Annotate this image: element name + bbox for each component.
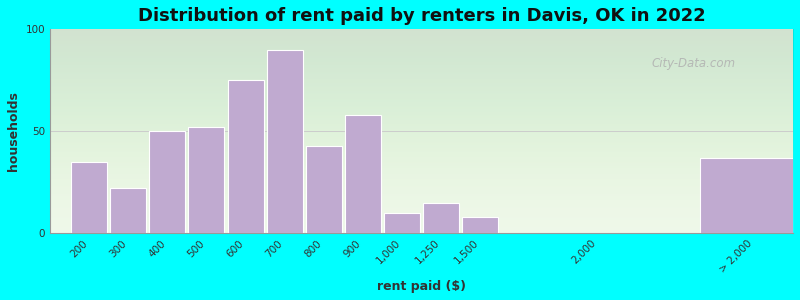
Bar: [384, 213, 420, 233]
X-axis label: rent paid ($): rent paid ($): [377, 280, 466, 293]
Bar: [423, 202, 459, 233]
Bar: [71, 162, 107, 233]
Text: City-Data.com: City-Data.com: [652, 57, 736, 70]
Bar: [150, 131, 186, 233]
Bar: [189, 127, 225, 233]
Bar: [227, 80, 263, 233]
Title: Distribution of rent paid by renters in Davis, OK in 2022: Distribution of rent paid by renters in …: [138, 7, 706, 25]
Y-axis label: households: households: [7, 91, 20, 171]
Bar: [110, 188, 146, 233]
Bar: [345, 115, 381, 233]
Bar: [266, 50, 302, 233]
Bar: [462, 217, 498, 233]
Bar: [700, 158, 800, 233]
Bar: [306, 146, 342, 233]
